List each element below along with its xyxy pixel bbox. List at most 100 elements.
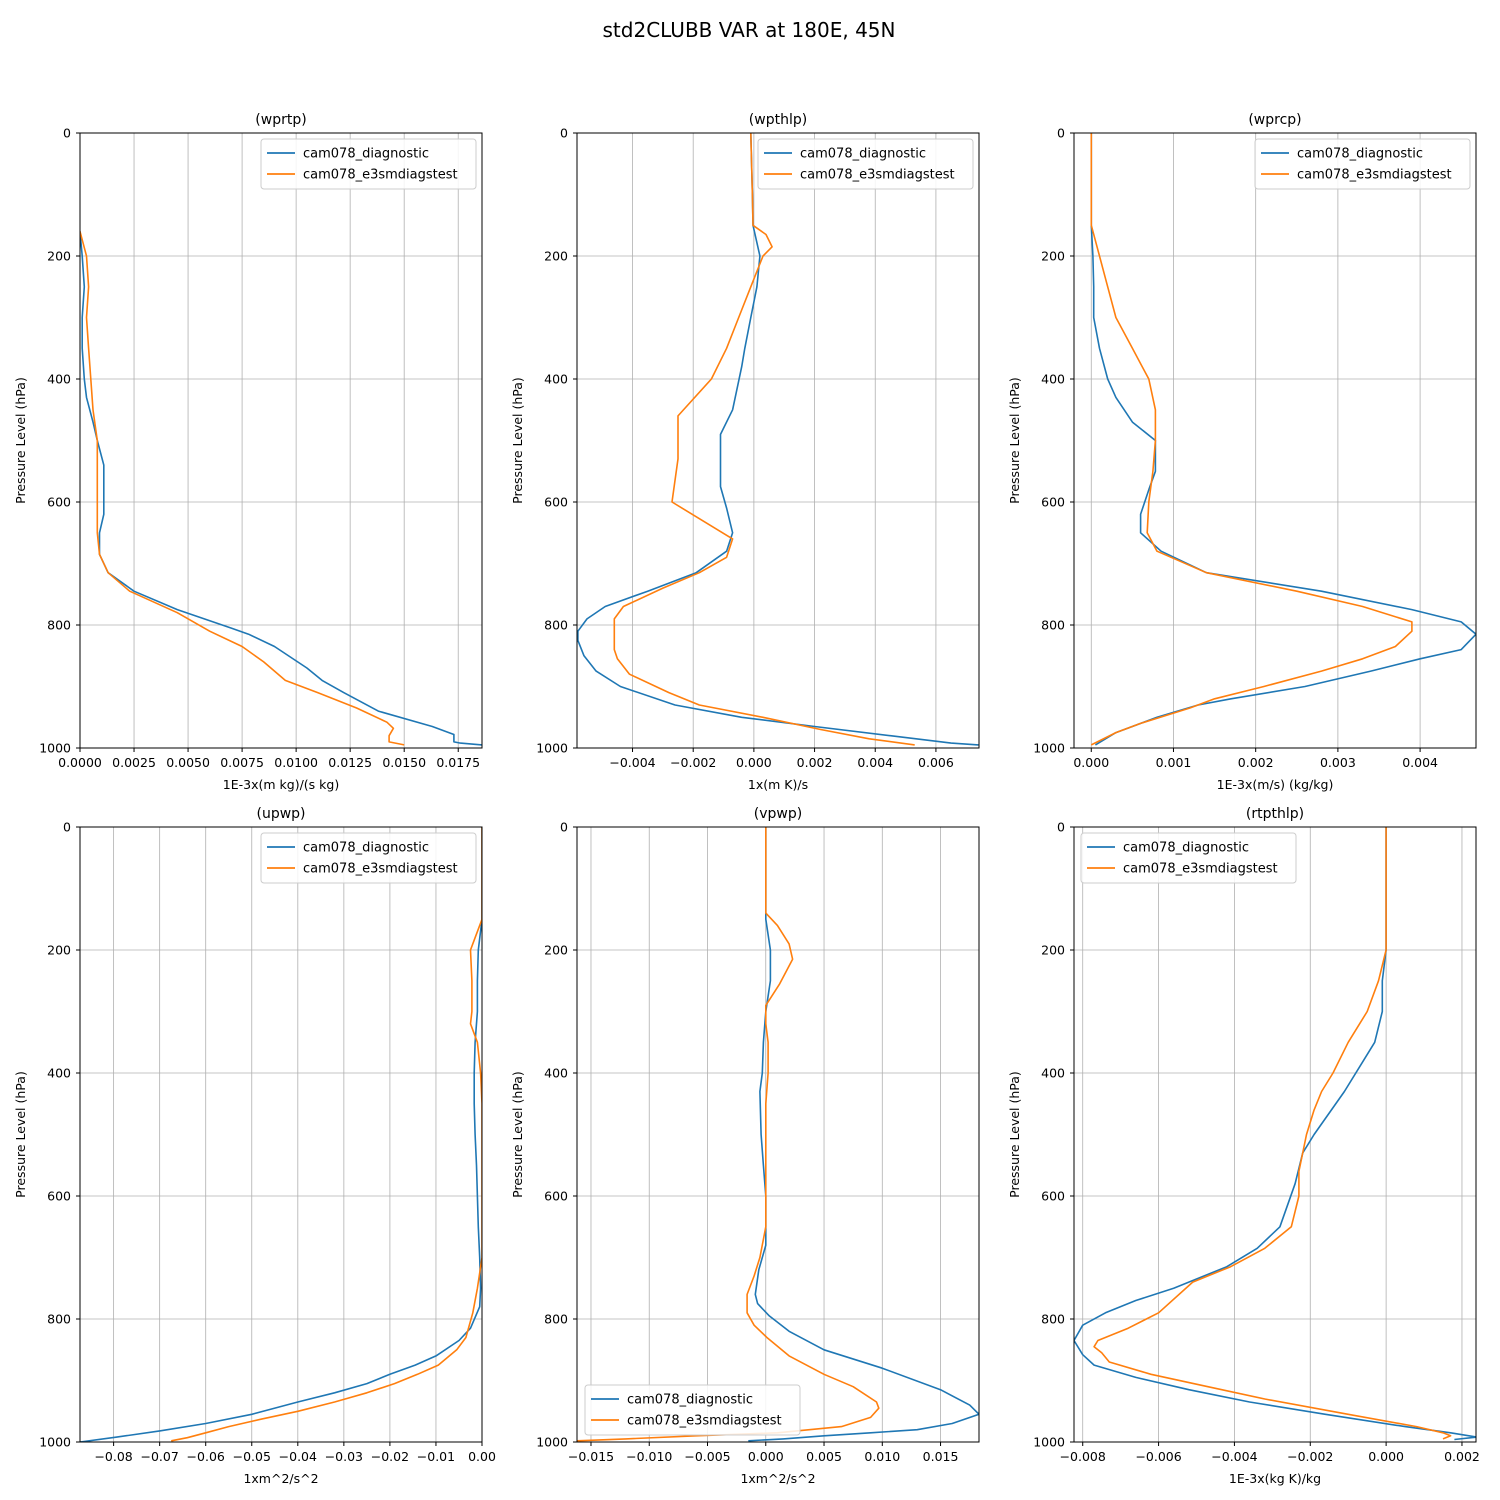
legend-label: cam078_e3smdiagstest bbox=[303, 862, 458, 877]
y-tick-label: 1000 bbox=[1033, 1435, 1065, 1450]
axes-frame bbox=[576, 826, 980, 1443]
y-tick-label: 200 bbox=[47, 249, 71, 264]
x-tick-label: −0.04 bbox=[279, 1449, 317, 1464]
series-line-cam078_diagnostic bbox=[1090, 133, 1476, 746]
series-line-cam078_diagnostic bbox=[1074, 827, 1476, 1441]
panel-wprcp: 0.000 0.001 0.002 0.003 0.004 0 200 400 600 800 10… bbox=[1007, 112, 1477, 792]
panel-title: (vpwp) bbox=[754, 806, 802, 822]
x-tick-label: 0.015 bbox=[923, 1449, 959, 1464]
y-tick-label: 1000 bbox=[536, 1435, 568, 1450]
y-tick-label: 400 bbox=[47, 372, 71, 387]
y-tick-label: 1000 bbox=[1033, 741, 1065, 756]
legend: cam078_diagnostic cam078_e3smdiagstest bbox=[260, 138, 477, 190]
x-tick-label: 0.0100 bbox=[274, 755, 318, 770]
legend-label: cam078_diagnostic bbox=[303, 841, 429, 856]
panel-title: (rtpthlp) bbox=[1246, 806, 1304, 822]
series-line-cam078_e3smdiagstest bbox=[171, 827, 482, 1442]
y-tick-label: 600 bbox=[47, 1189, 71, 1204]
legend-label: cam078_diagnostic bbox=[1123, 841, 1249, 856]
y-tick-label: 0 bbox=[560, 126, 568, 141]
x-tick-label: −0.004 bbox=[609, 755, 655, 770]
legend-label: cam078_diagnostic bbox=[627, 1393, 753, 1408]
series-line-cam078_e3smdiagstest bbox=[1090, 133, 1413, 746]
legend-box bbox=[260, 832, 477, 884]
legend-label: cam078_e3smdiagstest bbox=[303, 168, 458, 183]
legend-box bbox=[260, 138, 477, 190]
x-tick-label: 0.003 bbox=[1320, 755, 1356, 770]
x-tick-label: 0.010 bbox=[864, 1449, 900, 1464]
series-line-cam078_e3smdiagstest bbox=[613, 133, 915, 746]
x-axis-label: 1E-3x(m/s) (kg/kg) bbox=[1217, 777, 1334, 792]
x-tick-label: −0.002 bbox=[1287, 1449, 1333, 1464]
y-tick-label: 400 bbox=[1041, 372, 1065, 387]
legend: cam078_diagnostic cam078_e3smdiagstest bbox=[584, 1384, 801, 1436]
x-tick-label: 0.000 bbox=[1368, 1449, 1404, 1464]
y-tick-label: 800 bbox=[544, 618, 568, 633]
panel-title: (wpthlp) bbox=[749, 112, 807, 128]
x-tick-label: 0.0025 bbox=[112, 755, 156, 770]
y-tick-label: 200 bbox=[1041, 943, 1065, 958]
x-tick-label: 0.0175 bbox=[436, 755, 480, 770]
y-tick-label: 400 bbox=[47, 1066, 71, 1081]
y-tick-label: 600 bbox=[47, 495, 71, 510]
x-axis-label: 1x(m K)/s bbox=[748, 777, 808, 792]
x-tick-label: −0.08 bbox=[94, 1449, 132, 1464]
panels: 0.0000 0.0025 0.0050 0.0075 0.0100 0.0125 0.01… bbox=[13, 112, 1480, 1486]
panel-title: (upwp) bbox=[256, 806, 305, 822]
y-tick-label: 0 bbox=[1057, 820, 1065, 835]
panel-title: (wprtp) bbox=[255, 112, 306, 128]
y-tick-label: 800 bbox=[1041, 618, 1065, 633]
y-tick-label: 600 bbox=[544, 495, 568, 510]
series-line-cam078_diagnostic bbox=[748, 827, 979, 1442]
x-tick-label: −0.005 bbox=[684, 1449, 730, 1464]
x-tick-label: −0.015 bbox=[568, 1449, 614, 1464]
x-tick-label: 0.000 bbox=[1073, 755, 1109, 770]
legend: cam078_diagnostic cam078_e3smdiagstest bbox=[260, 832, 477, 884]
x-tick-label: 0.000 bbox=[736, 755, 772, 770]
legend-box bbox=[1254, 138, 1471, 190]
legend-box bbox=[584, 1384, 801, 1436]
panel-title: (wprcp) bbox=[1248, 112, 1301, 128]
panel-wprtp: 0.0000 0.0025 0.0050 0.0075 0.0100 0.0125 0.01… bbox=[13, 112, 483, 792]
legend-label: cam078_diagnostic bbox=[1297, 147, 1423, 162]
panel-vpwp: −0.015 −0.010 −0.005 0.000 0.005 0.010 0.015 0 2… bbox=[510, 806, 980, 1486]
y-tick-label: 1000 bbox=[39, 741, 71, 756]
panel-upwp: −0.08 −0.07 −0.06 −0.05 −0.04 −0.03 −0.02 −0.01… bbox=[13, 806, 496, 1486]
x-axis-label: 1xm^2/s^2 bbox=[243, 1471, 318, 1486]
y-tick-label: 200 bbox=[1041, 249, 1065, 264]
y-tick-label: 800 bbox=[544, 1312, 568, 1327]
y-tick-label: 0 bbox=[560, 820, 568, 835]
x-tick-label: 0.0050 bbox=[166, 755, 210, 770]
legend-box bbox=[1080, 832, 1297, 884]
x-tick-label: 0.000 bbox=[748, 1449, 784, 1464]
legend: cam078_diagnostic cam078_e3smdiagstest bbox=[757, 138, 974, 190]
legend: cam078_diagnostic cam078_e3smdiagstest bbox=[1254, 138, 1471, 190]
x-tick-label: 0.002 bbox=[1444, 1449, 1480, 1464]
y-tick-label: 1000 bbox=[39, 1435, 71, 1450]
x-tick-label: −0.002 bbox=[670, 755, 716, 770]
x-tick-label: −0.06 bbox=[187, 1449, 225, 1464]
y-tick-label: 0 bbox=[63, 820, 71, 835]
y-tick-label: 800 bbox=[47, 618, 71, 633]
series-line-cam078_diagnostic bbox=[577, 133, 979, 746]
x-tick-label: −0.07 bbox=[141, 1449, 179, 1464]
y-axis-label: Pressure Level (hPa) bbox=[13, 377, 28, 504]
x-tick-label: 0.0125 bbox=[328, 755, 372, 770]
x-tick-label: −0.006 bbox=[1135, 1449, 1181, 1464]
y-axis-label: Pressure Level (hPa) bbox=[510, 1071, 525, 1198]
x-tick-label: 0.004 bbox=[857, 755, 893, 770]
series-line-cam078_e3smdiagstest bbox=[1093, 827, 1452, 1440]
figure-title: std2CLUBB VAR at 180E, 45N bbox=[603, 18, 896, 42]
y-tick-label: 800 bbox=[1041, 1312, 1065, 1327]
panel-wpthlp: −0.004 −0.002 0.000 0.002 0.004 0.006 0 200 400 6… bbox=[510, 112, 980, 792]
legend-label: cam078_e3smdiagstest bbox=[627, 1414, 782, 1429]
x-tick-label: −0.010 bbox=[626, 1449, 672, 1464]
legend-label: cam078_diagnostic bbox=[303, 147, 429, 162]
x-tick-label: 0.002 bbox=[797, 755, 833, 770]
y-tick-label: 1000 bbox=[536, 741, 568, 756]
y-tick-label: 0 bbox=[1057, 126, 1065, 141]
x-axis-label: 1E-3x(m kg)/(s kg) bbox=[223, 777, 339, 792]
series-line-cam078_e3smdiagstest bbox=[577, 827, 880, 1442]
y-tick-label: 600 bbox=[544, 1189, 568, 1204]
y-tick-label: 600 bbox=[1041, 1189, 1065, 1204]
